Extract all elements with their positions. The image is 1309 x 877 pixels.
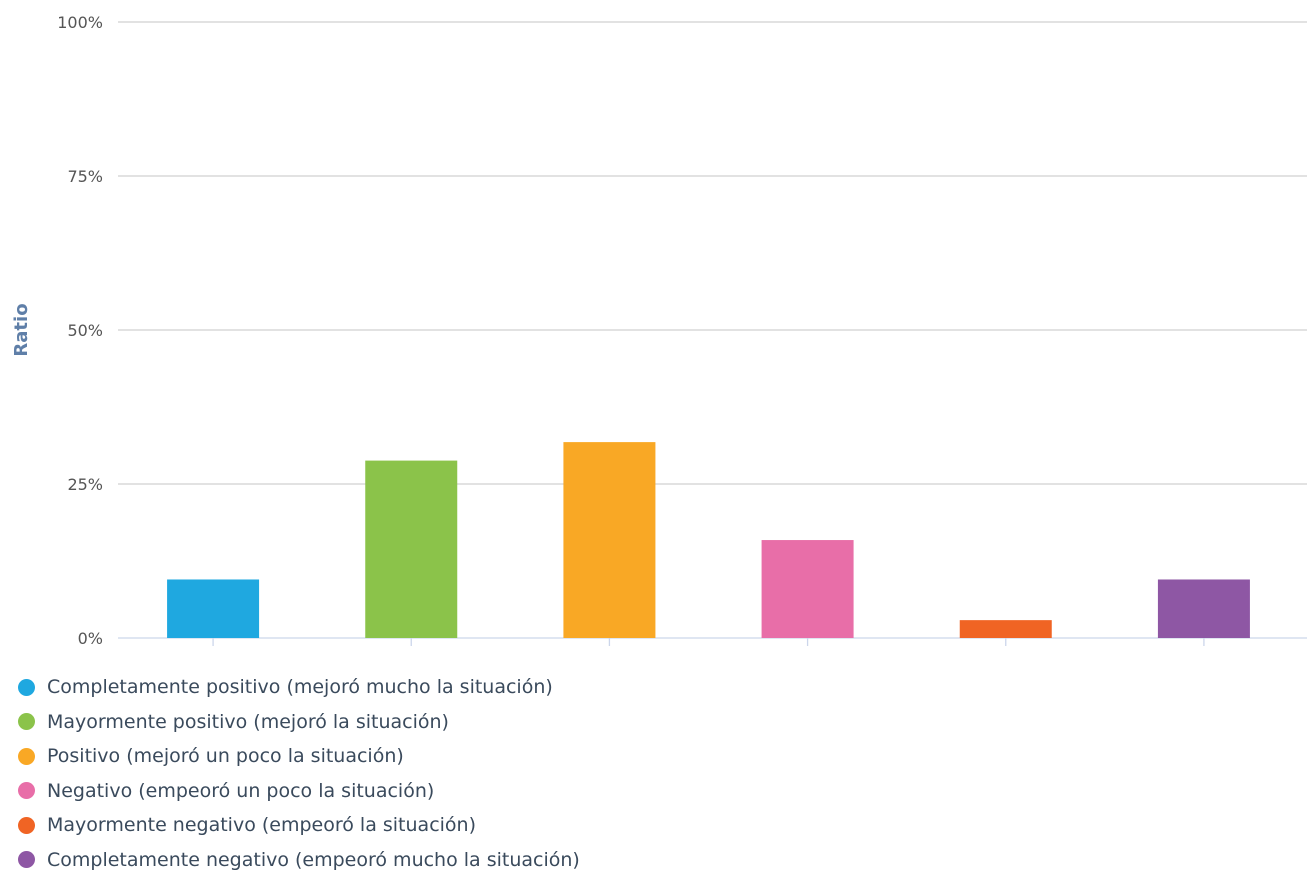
legend-item[interactable]: Positivo (mejoró un poco la situación) [18,739,580,774]
legend-label: Completamente positivo (mejoró mucho la … [47,676,553,698]
bar-chart-plot: 0% 25% 50% 75% 100% Ratio [0,0,1309,660]
bar [960,620,1052,638]
y-axis-title: Ratio [11,303,32,356]
bar [365,461,457,638]
legend-swatch-icon [18,748,35,765]
legend-label: Completamente negativo (empeoró mucho la… [47,849,580,871]
y-tick-label: 0% [78,629,103,648]
bar [167,579,259,638]
legend-item[interactable]: Completamente positivo (mejoró mucho la … [18,670,580,705]
legend-swatch-icon [18,817,35,834]
legend-swatch-icon [18,782,35,799]
legend-item[interactable]: Negativo (empeoró un poco la situación) [18,774,580,809]
legend-item[interactable]: Mayormente positivo (mejoró la situación… [18,705,580,740]
bar [563,442,655,638]
legend-item[interactable]: Mayormente negativo (empeoró la situació… [18,808,580,843]
legend-label: Negativo (empeoró un poco la situación) [47,780,434,802]
y-tick-label: 50% [67,321,103,340]
legend-label: Mayormente positivo (mejoró la situación… [47,711,449,733]
legend-swatch-icon [18,851,35,868]
bar [1158,579,1250,638]
legend-label: Positivo (mejoró un poco la situación) [47,745,404,767]
bar [762,540,854,638]
y-tick-label: 100% [57,13,103,32]
y-tick-label: 75% [67,167,103,186]
legend-label: Mayormente negativo (empeoró la situació… [47,814,476,836]
legend: Completamente positivo (mejoró mucho la … [18,670,580,877]
legend-swatch-icon [18,713,35,730]
legend-swatch-icon [18,679,35,696]
y-tick-label: 25% [67,475,103,494]
